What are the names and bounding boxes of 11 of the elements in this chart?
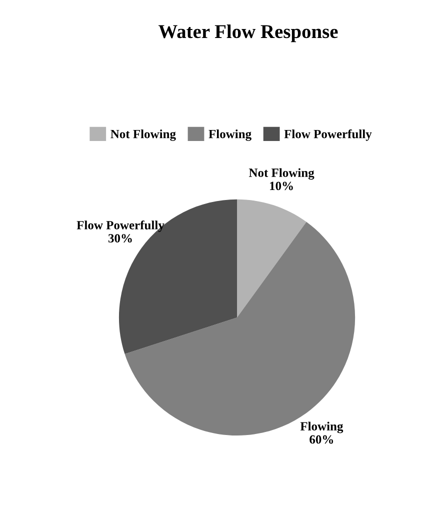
legend-label: Not Flowing: [110, 129, 176, 141]
slice-label: Flow Powerfully: [76, 220, 164, 232]
data-label: 60%: [310, 435, 334, 444]
chart-title: Water Flow Response: [158, 24, 338, 42]
data-label: 10%: [270, 182, 293, 190]
pie-slice: [237, 199, 306, 318]
slice-label: Not Flowing: [248, 168, 314, 180]
data-label: 30%: [108, 234, 132, 243]
legend-label: Flowing: [208, 129, 252, 141]
slice-label: Flowing: [300, 422, 344, 434]
legend-label: Flow Powerfully: [284, 129, 372, 141]
